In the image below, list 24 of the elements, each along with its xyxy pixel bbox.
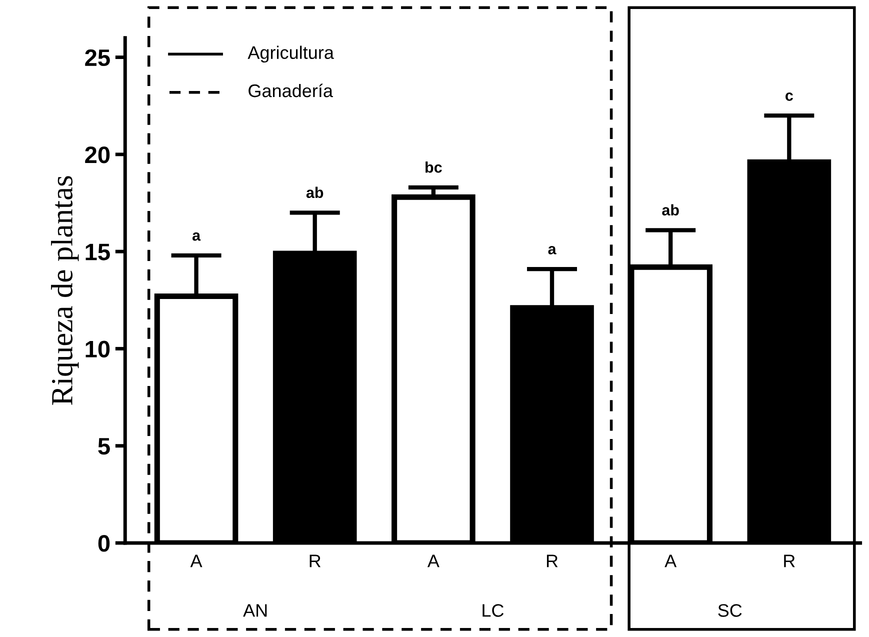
y-tick-label: 20 [85,146,110,164]
x-tick-label: A [427,554,440,568]
annotation: c [786,92,793,101]
annotation: ab [306,186,324,198]
text: SC [718,604,742,617]
x-tick-label: A [664,554,677,568]
x-tick-label: R [310,554,321,568]
y-tick-label: 10 [86,340,110,358]
annotation: bc [426,162,442,173]
y-axis-title: Riqueza de plantas [51,176,79,405]
annotation: ab [662,204,679,216]
annotation: a [192,232,201,241]
annotation: Agricultura [248,46,334,63]
x-tick-label: A [190,554,202,568]
x-tick-label: R [784,554,795,568]
text: AN [243,604,267,617]
y-tick-label: 0 [98,535,110,552]
y-tick-label: 15 [86,244,110,260]
text: LC [482,604,504,617]
annotation: a [548,246,556,254]
annotation: Ganadería [248,84,333,98]
y-tick-label: 25 [85,49,110,66]
y-tick-label: 5 [98,438,110,455]
x-tick-label: R [546,554,558,568]
